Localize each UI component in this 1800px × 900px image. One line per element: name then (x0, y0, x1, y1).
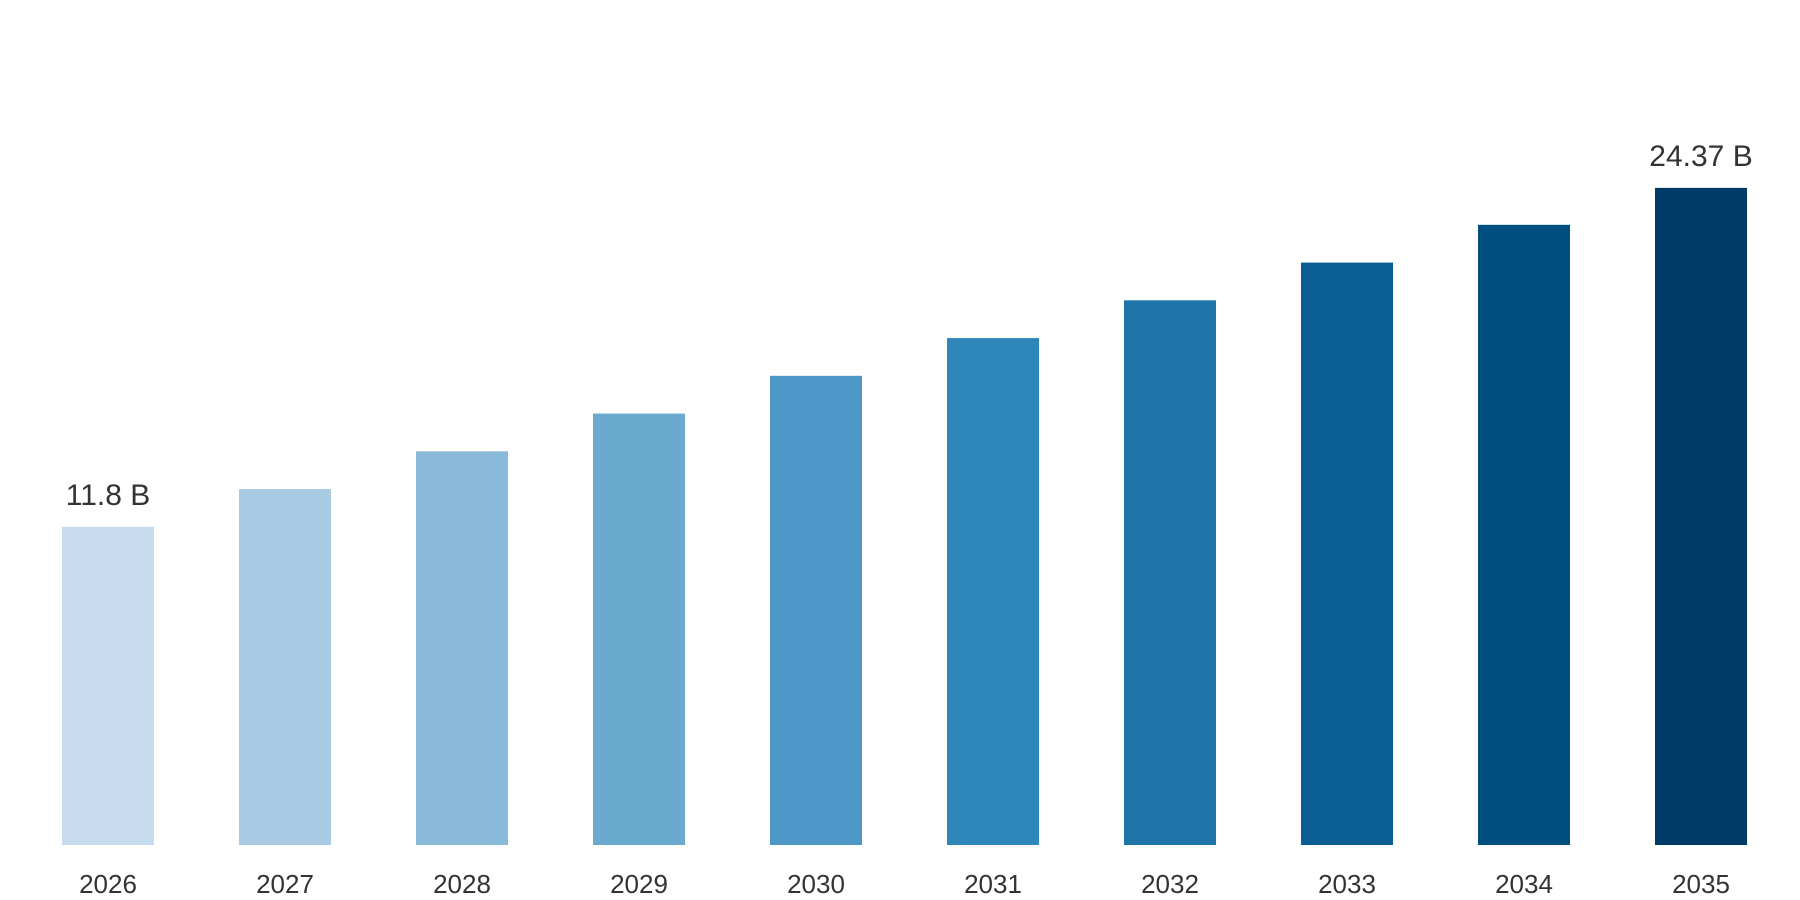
data-label-2035: 24.37 B (1649, 140, 1752, 173)
x-tick-label: 2026 (79, 869, 137, 899)
x-tick-label: 2031 (964, 869, 1022, 899)
x-tick-label: 2035 (1672, 869, 1730, 899)
x-tick-label: 2028 (433, 869, 491, 899)
x-axis-ticks: 2026 2027 2028 2029 2030 2031 2032 2033 2034 2035 (79, 869, 1730, 899)
bar-2029 (593, 413, 685, 845)
bar-2035 (1655, 187, 1747, 845)
bar-2026 (62, 526, 154, 845)
bar-2030 (770, 375, 862, 845)
bar-2031 (947, 338, 1039, 845)
bar-2034 (1478, 224, 1570, 846)
data-label-2026: 11.8 B (66, 479, 151, 512)
x-tick-label: 2032 (1141, 869, 1199, 899)
x-tick-label: 2029 (610, 869, 668, 899)
x-tick-label: 2034 (1495, 869, 1553, 899)
bar-2032 (1124, 300, 1216, 846)
bar-2033 (1301, 262, 1393, 846)
bar-2028 (416, 451, 508, 845)
x-tick-label: 2033 (1318, 869, 1376, 899)
bars-group (62, 187, 1747, 846)
bar-2027 (239, 489, 331, 845)
x-tick-label: 2030 (787, 869, 845, 899)
data-labels-group: 11.8 B 24.37 B (66, 140, 1753, 512)
x-tick-label: 2027 (256, 869, 314, 899)
